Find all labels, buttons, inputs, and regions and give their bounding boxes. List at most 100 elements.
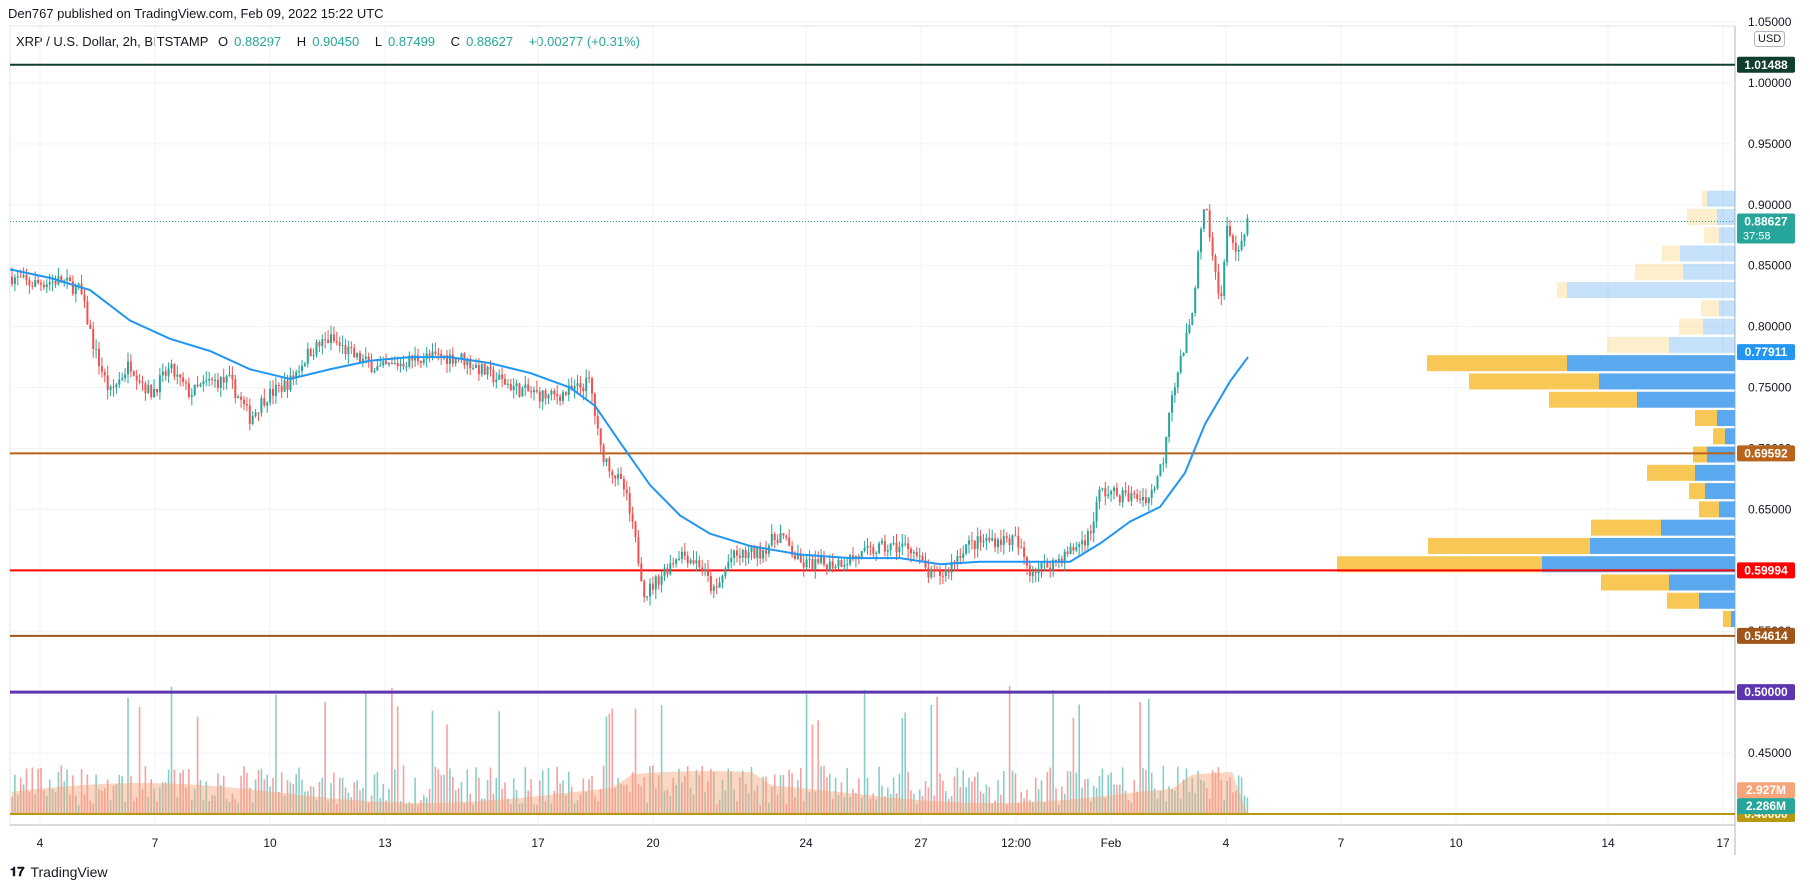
candle-body <box>1153 488 1156 491</box>
candle-body <box>1002 536 1005 545</box>
candle-body <box>1223 261 1226 297</box>
moving-average <box>9 268 1249 566</box>
candle-body <box>779 533 782 543</box>
currency-badge[interactable]: USD <box>1754 31 1786 47</box>
volume-bar <box>1220 779 1223 815</box>
candle-body <box>825 564 828 572</box>
volume-bar <box>1104 798 1107 815</box>
candle-body <box>251 415 254 424</box>
volume-bar <box>191 800 193 815</box>
candle-body <box>588 377 591 379</box>
volume-bar <box>251 802 254 815</box>
vp-bar-down <box>1717 208 1735 225</box>
volume-bar <box>947 798 950 815</box>
volume-profile <box>1337 190 1735 628</box>
volume-bar <box>570 786 573 815</box>
volume-bar <box>353 782 355 815</box>
volume-bar <box>1191 777 1194 815</box>
volume-bar <box>86 774 89 815</box>
candle-body <box>448 354 451 364</box>
candle-body <box>214 379 216 381</box>
volume-bar <box>356 780 358 815</box>
candle-body <box>1171 395 1173 413</box>
candle-body <box>121 377 124 380</box>
volume-bar <box>1130 802 1133 815</box>
candle-body <box>1168 412 1171 437</box>
candle-body <box>48 282 51 285</box>
volume-bar <box>347 792 350 815</box>
volume-bar <box>495 777 498 815</box>
legend-low: L 0.87499 <box>374 34 436 49</box>
volume-bar <box>1237 775 1240 815</box>
volume-bar <box>1156 798 1159 815</box>
volume-bar <box>1034 777 1037 815</box>
volume-bar <box>921 795 924 815</box>
volume-bar <box>457 788 460 815</box>
symbol-name[interactable]: XRP / U.S. Dollar, 2h, BITSTAMP <box>16 34 209 49</box>
volume-bar <box>98 789 100 815</box>
volume-bar <box>718 799 721 815</box>
volume-bar <box>338 777 341 815</box>
time-tick-label: 20 <box>646 836 660 850</box>
volume-bar <box>37 768 39 815</box>
candle-body <box>547 394 550 399</box>
volume-bar <box>1194 792 1196 815</box>
volume-bar <box>773 774 776 815</box>
candle-body <box>469 359 472 369</box>
volume-bar <box>942 780 944 815</box>
volume-bar <box>605 716 608 815</box>
candle-body <box>173 363 176 377</box>
published-caption: Den767 published on TradingView.com, Feb… <box>8 6 384 21</box>
volume-bar <box>982 793 985 815</box>
volume-bar <box>504 782 506 815</box>
price-label-bg <box>1737 798 1795 815</box>
candle-body <box>970 540 973 542</box>
volume-bar <box>301 779 303 815</box>
candle-body <box>498 374 501 380</box>
candle-body <box>1130 493 1133 502</box>
candle-body <box>1136 494 1139 499</box>
candle-body <box>106 375 109 390</box>
volume-bar <box>466 769 469 815</box>
candle-body <box>1110 491 1113 495</box>
candle-body <box>530 391 533 393</box>
candle-body <box>185 382 187 384</box>
volume-bar <box>46 795 48 815</box>
candle-body <box>1188 324 1191 333</box>
volume-bar <box>315 800 318 815</box>
vp-bar-down <box>1661 519 1735 536</box>
candle-body <box>741 549 744 558</box>
vp-bar-up <box>1693 446 1707 463</box>
candle-body <box>475 365 477 368</box>
candle-body <box>773 533 776 541</box>
candle-body <box>361 358 364 363</box>
candle-body <box>634 521 637 538</box>
volume-bar <box>260 768 263 815</box>
volume-bar <box>104 788 106 815</box>
volume-bar <box>556 766 558 815</box>
volume-bar <box>1058 804 1060 815</box>
candle-body <box>1173 387 1176 396</box>
volume-bar <box>425 797 428 815</box>
candle-body <box>591 378 593 394</box>
time-tick-label: 10 <box>1449 836 1463 850</box>
volume-bar <box>1084 779 1086 815</box>
vp-bar-up <box>1679 318 1703 335</box>
vp-bar-down <box>1719 227 1735 244</box>
candle-body <box>1220 293 1223 297</box>
candle-body <box>179 374 182 378</box>
volume-layer <box>11 685 1249 815</box>
candle-body <box>335 341 338 343</box>
volume-bar <box>153 788 155 815</box>
candle-body <box>1037 568 1040 574</box>
candle-body <box>417 355 419 361</box>
volume-bar <box>646 802 648 815</box>
candle-body <box>718 582 721 588</box>
volume-bar <box>269 786 271 815</box>
candle-body <box>454 358 457 364</box>
candle-body <box>1095 501 1098 522</box>
vp-bar-down <box>1542 556 1735 573</box>
volume-bar <box>460 782 463 815</box>
candle-body <box>309 348 312 357</box>
